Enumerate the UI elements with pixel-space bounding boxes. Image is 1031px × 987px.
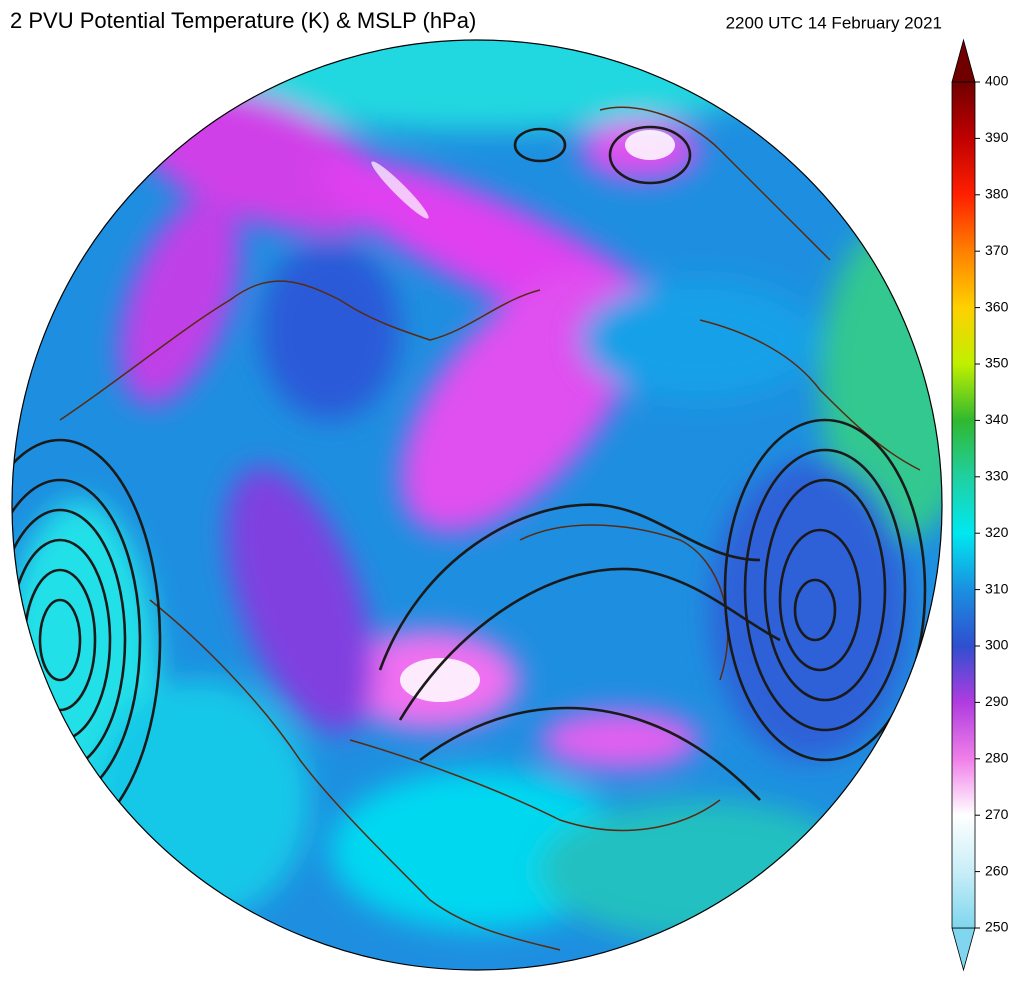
globe-outline <box>11 39 943 971</box>
colorbar-tick-label: 390 <box>985 129 1009 145</box>
colorbar-tick-label: 280 <box>985 750 1009 766</box>
colorbar-extend-max <box>951 38 976 83</box>
colorbar-tick-label: 340 <box>985 411 1009 427</box>
colorbar-tick-label: 260 <box>985 862 1009 878</box>
colorbar-tick-label: 370 <box>985 242 1009 258</box>
colorbar-tick-label: 380 <box>985 186 1009 202</box>
colorbar-tick-label: 330 <box>985 468 1009 484</box>
colorbar-tick-label: 310 <box>985 580 1009 596</box>
colorbar-tick-label: 400 <box>985 73 1009 89</box>
colorbar-tick-label: 250 <box>985 919 1009 935</box>
colorbar-tick-label: 300 <box>985 637 1009 653</box>
colorbar-tick-label: 290 <box>985 693 1009 709</box>
colorbar-tick-label: 270 <box>985 806 1009 822</box>
map <box>12 40 942 970</box>
colorbar-tick-label: 320 <box>985 524 1009 540</box>
colorbar-extend-min <box>951 927 976 972</box>
colorbar-tick-label: 360 <box>985 298 1009 314</box>
colorbar-tick-label: 350 <box>985 355 1009 371</box>
colorbar <box>951 38 976 972</box>
timestamp: 2200 UTC 14 February 2021 <box>726 13 942 32</box>
title: 2 PVU Potential Temperature (K) & MSLP (… <box>10 8 476 33</box>
colorbar-body <box>951 81 976 929</box>
